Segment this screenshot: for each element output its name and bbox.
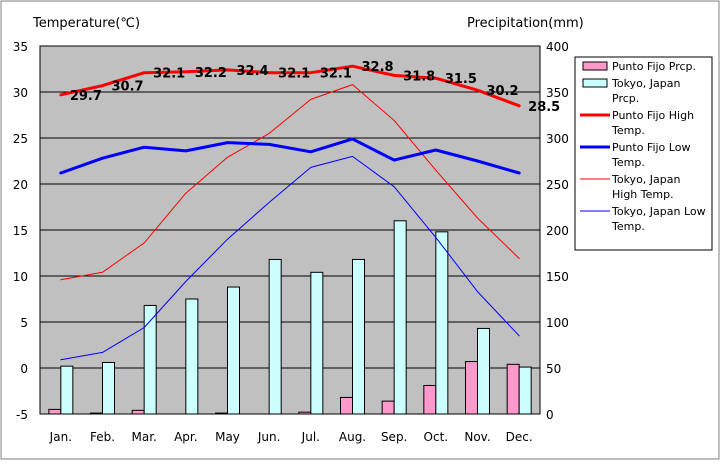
y-left-tick-label: 25 xyxy=(13,132,28,146)
x-tick-label: Aug. xyxy=(339,430,366,444)
bar-punto-fijo-prcp xyxy=(340,396,353,415)
lines xyxy=(59,64,521,361)
data-label: 32.4 xyxy=(237,64,269,79)
y-left-tick-label: 35 xyxy=(13,40,28,54)
line-tokyo-low xyxy=(60,155,520,361)
y-right-tick-label: 300 xyxy=(546,132,569,146)
data-label: 30.7 xyxy=(112,80,144,95)
data-label: 32.1 xyxy=(153,67,185,82)
bar-tokyo-prcp xyxy=(268,258,282,415)
bar-tokyo-prcp xyxy=(143,304,157,415)
y-left-tick-label: 5 xyxy=(20,316,28,330)
x-tick-label: Jun. xyxy=(257,430,281,444)
bar-tokyo-prcp xyxy=(310,271,324,415)
y-right-tick-label: 350 xyxy=(546,86,569,100)
y-right-tick-label: 100 xyxy=(546,316,569,330)
data-label: 29.7 xyxy=(70,89,102,104)
data-labels: 29.7 30.7 32.1 32.2 32.4 32.1 32.1 32.8 31.8 31.5… xyxy=(70,60,560,115)
axes: -505101520253035050100150200250300350400… xyxy=(13,40,569,444)
legend-label: Punto Fijo Prcp. xyxy=(612,60,696,73)
plot-border xyxy=(39,45,541,415)
y-left-tick-label: 20 xyxy=(13,178,28,192)
y-left-tick-label: 15 xyxy=(13,224,28,238)
x-tick-label: Jul. xyxy=(301,430,320,444)
gridlines xyxy=(40,45,540,415)
bar-tokyo-prcp xyxy=(102,361,115,415)
legend-label: Tokyo, Japan Prcp. xyxy=(611,77,680,105)
bar-tokyo-prcp xyxy=(435,231,449,415)
data-label: 31.8 xyxy=(403,69,435,84)
legend-swatch xyxy=(582,78,608,88)
y-left-tick-label: 10 xyxy=(13,270,28,284)
bar-tokyo-prcp xyxy=(185,298,199,415)
y-right-tick-label: 400 xyxy=(546,40,569,54)
bar-punto-fijo-prcp xyxy=(465,361,478,415)
bar-tokyo-prcp xyxy=(477,327,490,415)
bar-punto-fijo-prcp xyxy=(506,363,520,415)
legend-label: Punto Fijo High Temp. xyxy=(611,109,694,137)
legend-box xyxy=(574,56,713,251)
data-label: 30.2 xyxy=(487,84,519,99)
y-left-title: Temperature(℃) xyxy=(32,16,140,31)
bar-punto-fijo-prcp xyxy=(381,400,395,415)
legend-swatch xyxy=(582,61,608,71)
y-right-tick-label: 0 xyxy=(546,408,554,422)
data-label: 32.1 xyxy=(320,67,352,82)
bar-tokyo-prcp xyxy=(60,365,74,415)
x-tick-label: Apr. xyxy=(174,430,197,444)
data-label: 32.2 xyxy=(195,66,227,81)
legend-label: Tokyo, Japan Low Temp. xyxy=(611,205,706,233)
bar-tokyo-prcp xyxy=(393,220,407,415)
bar-tokyo-prcp xyxy=(227,286,240,415)
legend: Punto Fijo Prcp. Tokyo, Japan Prcp. Punto F… xyxy=(574,56,713,251)
x-tick-label: Nov. xyxy=(464,430,490,444)
x-tick-label: Mar. xyxy=(131,430,156,444)
x-tick-label: Oct. xyxy=(424,430,449,444)
data-label: 28.5 xyxy=(528,100,560,115)
data-label: 32.1 xyxy=(278,67,310,82)
bar-punto-fijo-prcp xyxy=(423,384,437,415)
bar-punto-fijo-prcp xyxy=(48,408,62,415)
y-left-tick-label: 30 xyxy=(13,86,28,100)
data-label: 31.5 xyxy=(445,72,477,87)
x-tick-label: Sep. xyxy=(381,430,407,444)
legend-label: Punto Fijo Low Temp. xyxy=(611,141,690,169)
y-right-tick-label: 200 xyxy=(546,224,569,238)
x-tick-label: Jan. xyxy=(49,430,72,444)
y-right-tick-label: 50 xyxy=(546,362,561,376)
y-right-tick-label: 150 xyxy=(546,270,569,284)
y-left-tick-label: -5 xyxy=(16,408,28,422)
line-tokyo-high xyxy=(60,84,520,281)
line-punto-fijo-high xyxy=(59,64,521,108)
x-tick-label: May xyxy=(215,430,240,444)
data-label: 32.8 xyxy=(362,60,394,75)
line-punto-fijo-low xyxy=(59,137,521,175)
bars xyxy=(48,220,532,415)
x-tick-label: Feb. xyxy=(90,430,115,444)
x-tick-label: Dec. xyxy=(506,430,533,444)
bar-tokyo-prcp xyxy=(352,258,365,415)
legend-label: Tokyo, Japan High Temp. xyxy=(611,173,680,201)
y-right-title: Precipitation(mm) xyxy=(467,16,584,31)
y-left-tick-label: 0 xyxy=(20,362,28,376)
bar-tokyo-prcp xyxy=(518,366,532,415)
bar-punto-fijo-prcp xyxy=(131,409,145,415)
y-right-tick-label: 250 xyxy=(546,178,569,192)
